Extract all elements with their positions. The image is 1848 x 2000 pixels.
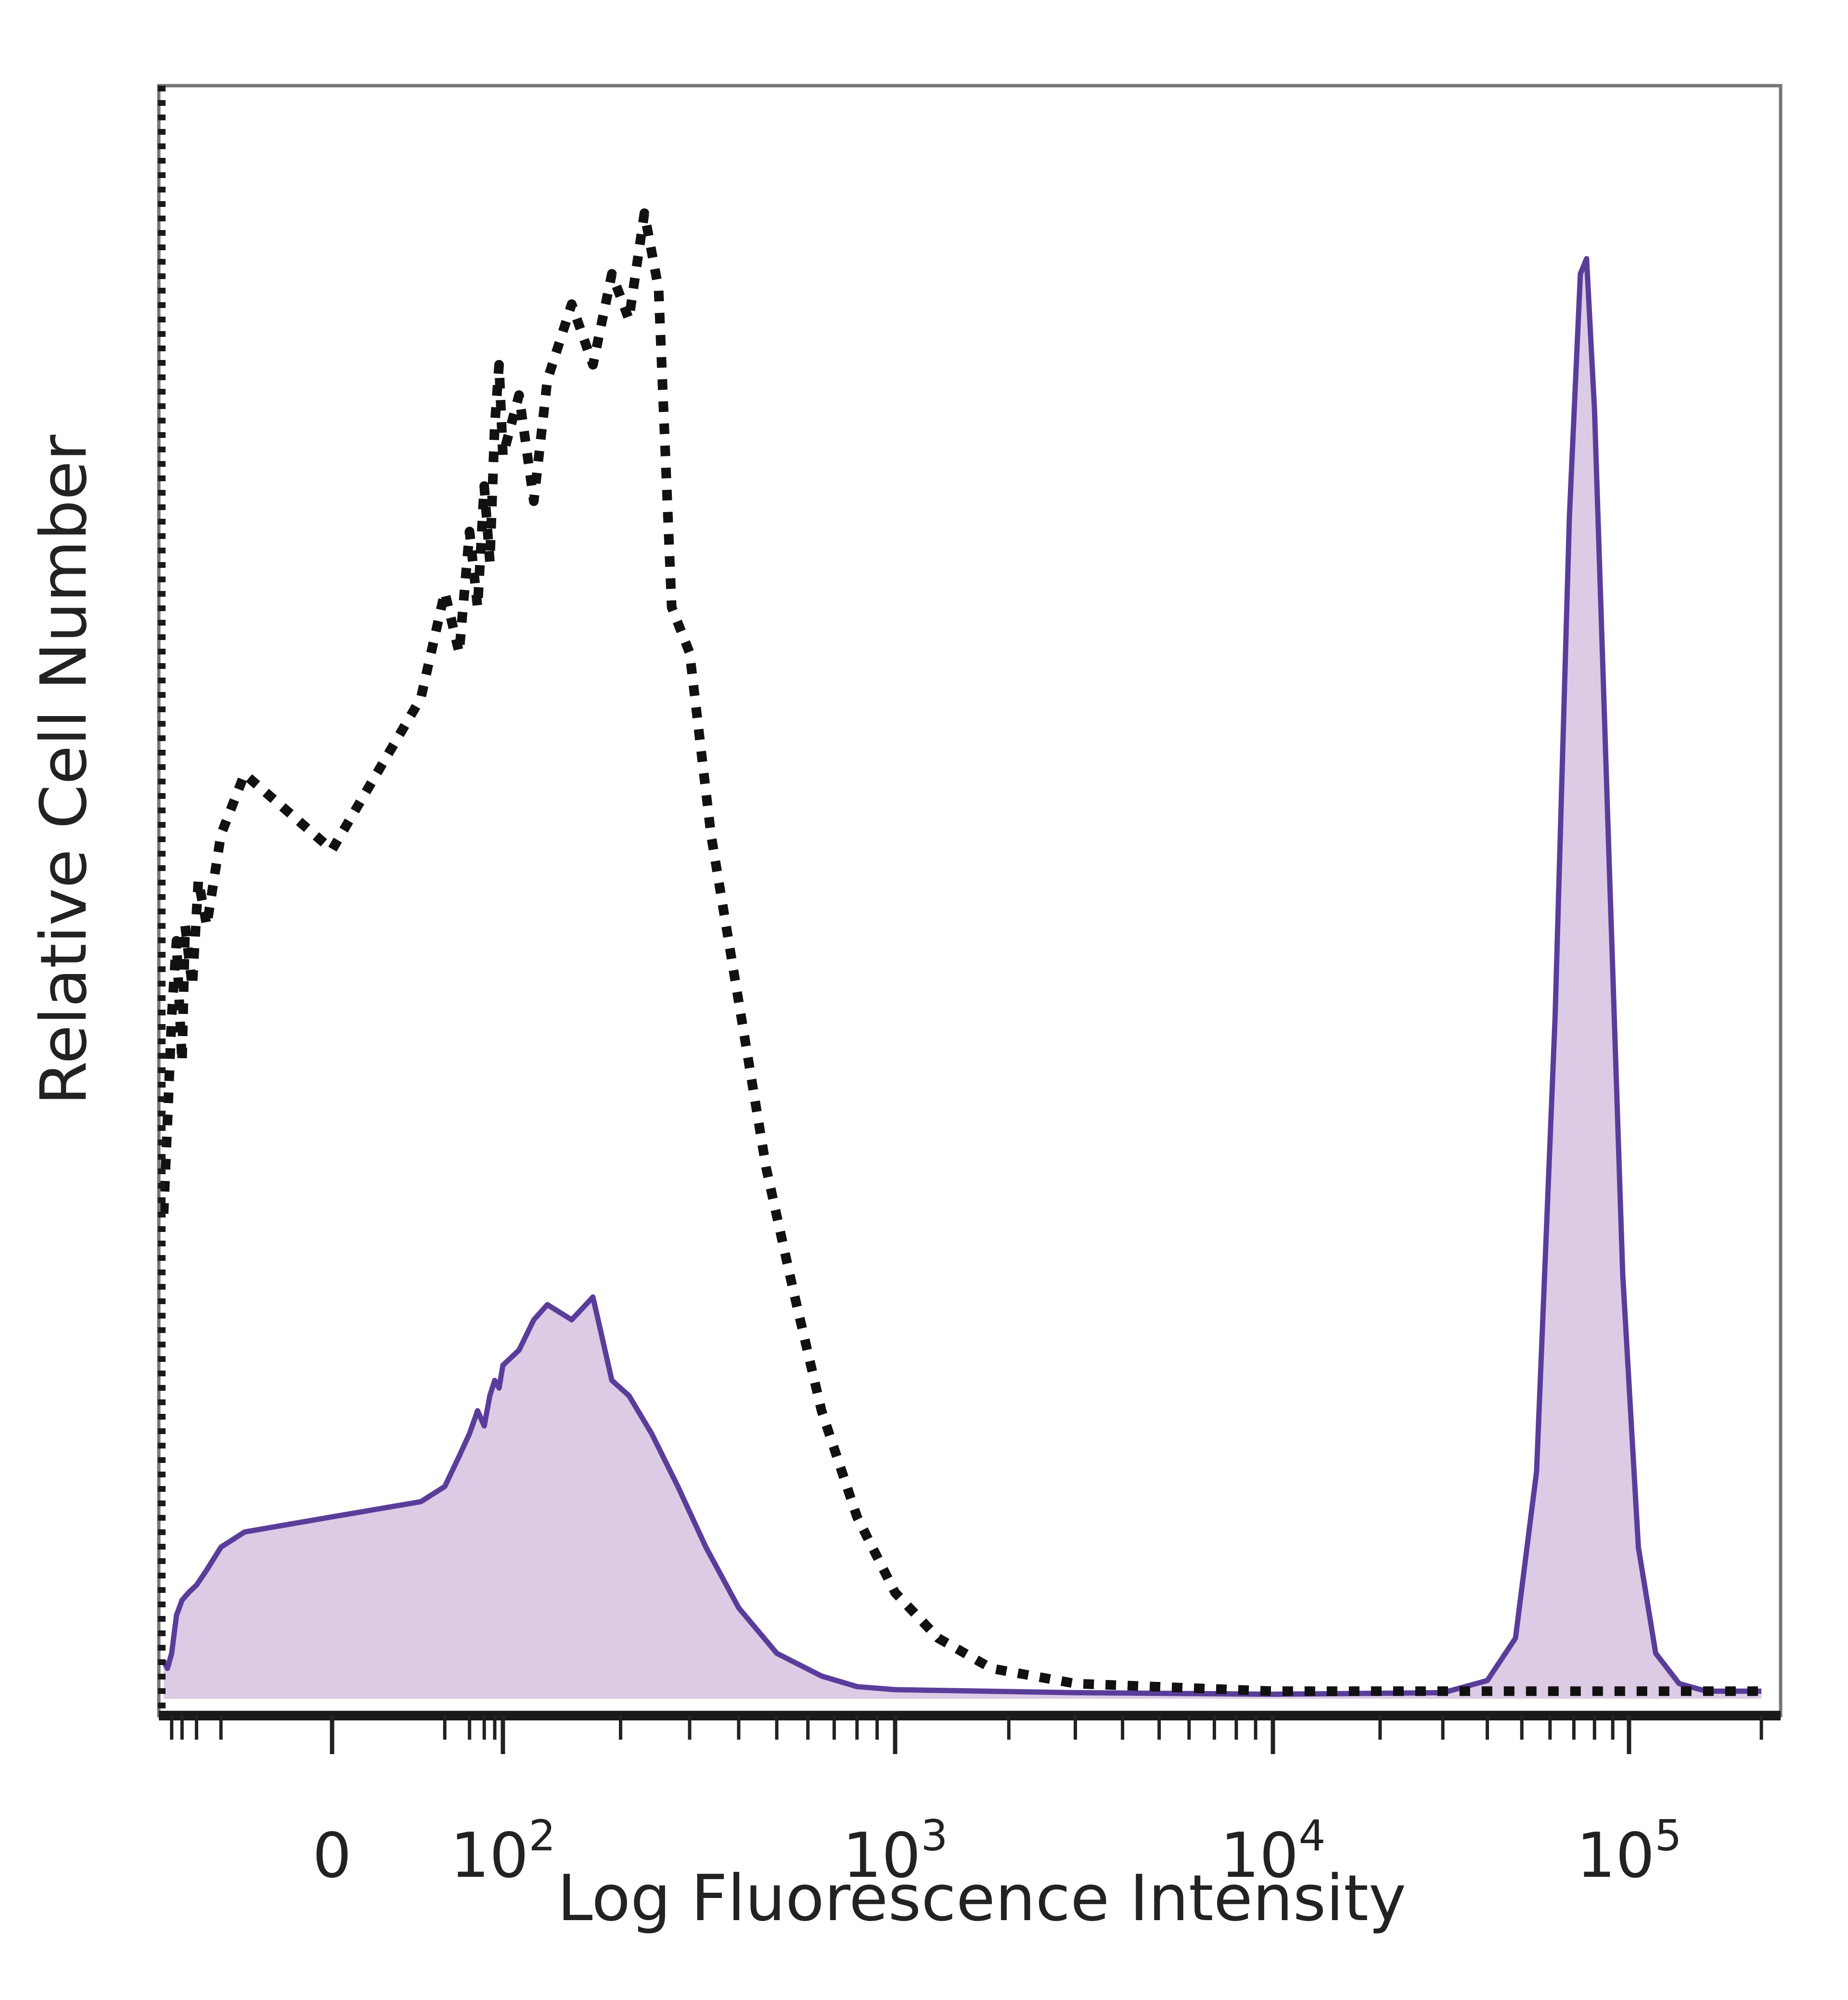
axes: 0 102 103 104 105 — [157, 84, 1783, 1892]
series-1-area — [164, 258, 1761, 1699]
x-axis-label: Log Fluorescence Intensity — [557, 1861, 1406, 1936]
x-tick-label: 102 — [450, 1811, 556, 1892]
series-1-line — [161, 256, 1761, 1697]
x-tick-label: 105 — [1577, 1811, 1682, 1892]
x-tick-label: 103 — [843, 1811, 948, 1892]
x-tick-label: 0 — [312, 1820, 351, 1892]
x-tick-label: 104 — [1220, 1811, 1326, 1892]
y-axis-label: Relative Cell Number — [27, 435, 101, 1105]
series-0-line — [159, 208, 1761, 1696]
plot-area — [159, 208, 1761, 1699]
